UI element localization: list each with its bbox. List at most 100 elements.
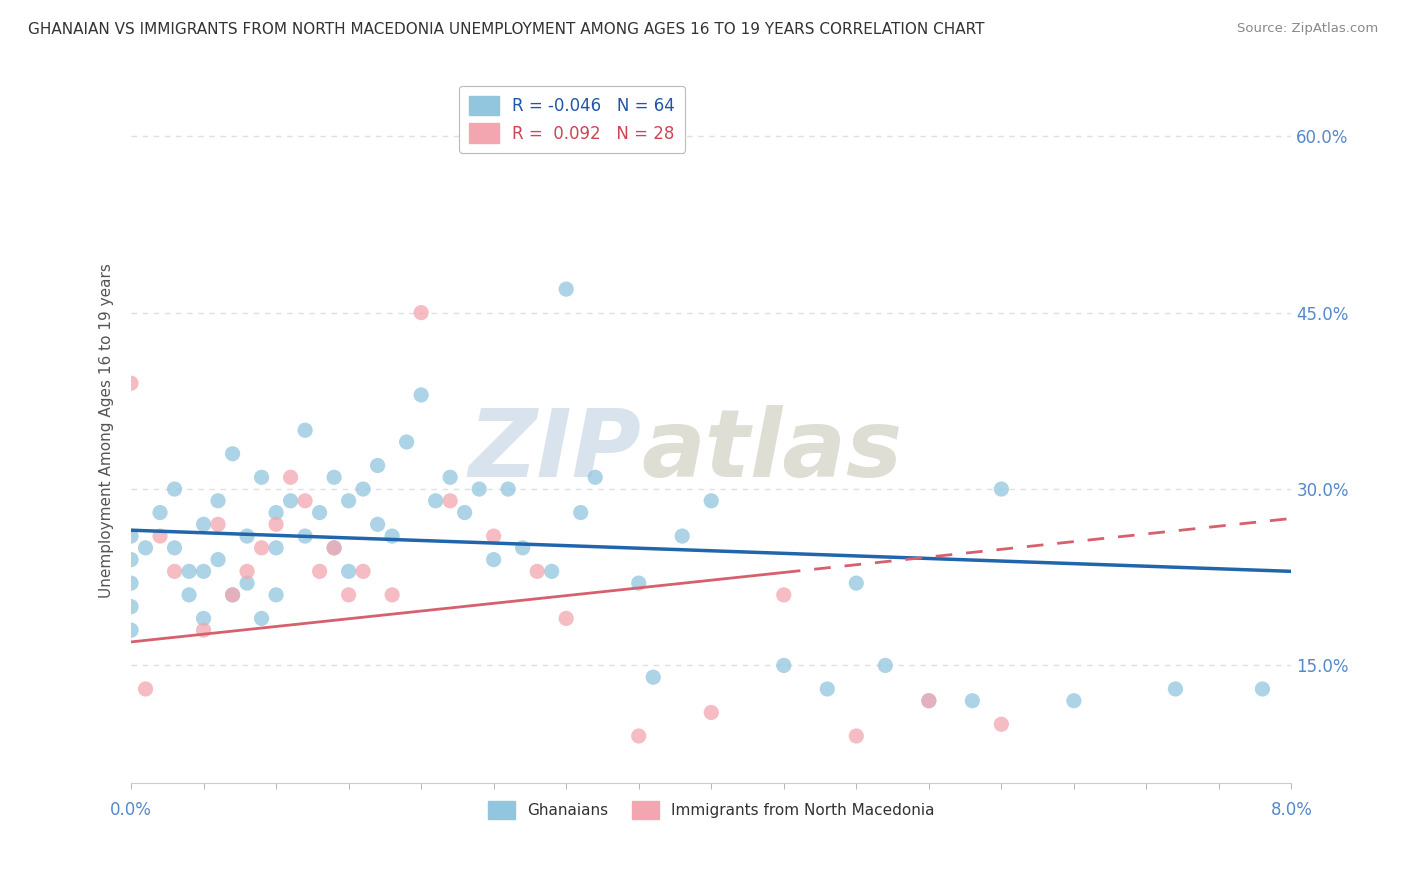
Point — [135, 541, 157, 555]
Point — [337, 565, 360, 579]
Point — [163, 541, 186, 555]
Legend: Ghanaians, Immigrants from North Macedonia: Ghanaians, Immigrants from North Macedon… — [482, 795, 941, 825]
Point — [207, 552, 229, 566]
Point — [700, 493, 723, 508]
Point — [250, 541, 273, 555]
Point — [323, 470, 346, 484]
Point — [918, 694, 941, 708]
Point — [264, 541, 287, 555]
Point — [1063, 694, 1085, 708]
Text: ZIP: ZIP — [468, 405, 641, 498]
Point — [323, 541, 346, 555]
Y-axis label: Unemployment Among Ages 16 to 19 years: Unemployment Among Ages 16 to 19 years — [100, 263, 114, 598]
Point — [264, 506, 287, 520]
Point — [352, 482, 374, 496]
Point — [671, 529, 693, 543]
Point — [352, 565, 374, 579]
Point — [149, 529, 172, 543]
Point — [250, 611, 273, 625]
Text: Source: ZipAtlas.com: Source: ZipAtlas.com — [1237, 22, 1378, 36]
Point — [193, 565, 215, 579]
Point — [540, 565, 562, 579]
Point — [207, 517, 229, 532]
Point — [163, 565, 186, 579]
Point — [337, 493, 360, 508]
Point — [294, 423, 316, 437]
Point — [496, 482, 519, 496]
Point — [221, 447, 243, 461]
Point — [772, 588, 794, 602]
Point — [236, 565, 259, 579]
Point — [482, 529, 505, 543]
Point — [395, 435, 418, 450]
Point — [583, 470, 606, 484]
Point — [264, 588, 287, 602]
Point — [280, 493, 302, 508]
Point — [411, 305, 433, 319]
Point — [120, 599, 142, 614]
Point — [555, 611, 578, 625]
Point — [569, 506, 592, 520]
Point — [381, 588, 404, 602]
Point — [468, 482, 491, 496]
Point — [294, 529, 316, 543]
Point — [193, 517, 215, 532]
Point — [875, 658, 897, 673]
Point — [207, 493, 229, 508]
Point — [772, 658, 794, 673]
Point — [135, 681, 157, 696]
Point — [323, 541, 346, 555]
Point — [193, 611, 215, 625]
Text: atlas: atlas — [641, 405, 903, 498]
Point — [627, 729, 650, 743]
Point — [367, 517, 389, 532]
Point — [453, 506, 475, 520]
Point — [308, 506, 330, 520]
Point — [367, 458, 389, 473]
Point — [221, 588, 243, 602]
Point — [918, 694, 941, 708]
Point — [555, 282, 578, 296]
Point — [308, 565, 330, 579]
Point — [627, 576, 650, 591]
Point — [236, 529, 259, 543]
Point — [439, 493, 461, 508]
Point — [526, 565, 548, 579]
Point — [482, 552, 505, 566]
Point — [990, 482, 1012, 496]
Point — [700, 706, 723, 720]
Text: GHANAIAN VS IMMIGRANTS FROM NORTH MACEDONIA UNEMPLOYMENT AMONG AGES 16 TO 19 YEA: GHANAIAN VS IMMIGRANTS FROM NORTH MACEDO… — [28, 22, 984, 37]
Point — [425, 493, 447, 508]
Point — [120, 529, 142, 543]
Point — [264, 517, 287, 532]
Point — [280, 470, 302, 484]
Point — [236, 576, 259, 591]
Point — [163, 482, 186, 496]
Point — [149, 506, 172, 520]
Point — [120, 552, 142, 566]
Point — [815, 681, 838, 696]
Point — [845, 729, 868, 743]
Point — [1251, 681, 1274, 696]
Text: 0.0%: 0.0% — [110, 801, 152, 819]
Text: 8.0%: 8.0% — [1271, 801, 1312, 819]
Point — [411, 388, 433, 402]
Point — [193, 623, 215, 637]
Point — [1164, 681, 1187, 696]
Point — [120, 623, 142, 637]
Point — [962, 694, 984, 708]
Point — [120, 376, 142, 391]
Point — [643, 670, 665, 684]
Point — [512, 541, 534, 555]
Point — [177, 588, 200, 602]
Point — [120, 576, 142, 591]
Point — [439, 470, 461, 484]
Point — [294, 493, 316, 508]
Point — [990, 717, 1012, 731]
Point — [381, 529, 404, 543]
Point — [337, 588, 360, 602]
Point — [845, 576, 868, 591]
Point — [177, 565, 200, 579]
Point — [221, 588, 243, 602]
Point — [250, 470, 273, 484]
